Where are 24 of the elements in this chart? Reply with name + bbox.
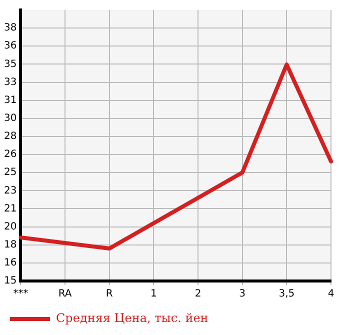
- x-tick-label: 1: [150, 288, 157, 300]
- y-tick-label: 35: [4, 58, 17, 70]
- x-tick-label: R: [106, 288, 113, 300]
- y-tick-label: 26: [4, 149, 17, 160]
- x-tick-label: 2: [194, 288, 202, 300]
- x-tick-label: RA: [58, 288, 72, 300]
- x-tick-label: 3: [239, 288, 246, 300]
- x-tick-label: 3,5: [278, 288, 295, 300]
- y-tick-label: 16: [4, 258, 17, 269]
- x-tick-label: 4: [328, 288, 334, 300]
- y-tick-label: 36: [4, 40, 17, 52]
- y-tick-label: 15: [4, 276, 17, 287]
- x-tick-label: ***: [13, 288, 28, 300]
- y-tick-label: 33: [4, 76, 17, 88]
- y-tick-label: 25: [4, 167, 17, 178]
- y-tick-label: 23: [4, 185, 17, 196]
- y-tick-label: 28: [4, 131, 17, 142]
- y-tick-label: 31: [4, 94, 17, 106]
- y-tick-label: 38: [4, 22, 17, 34]
- y-tick-label: 20: [4, 221, 17, 232]
- y-tick-label: 21: [4, 203, 17, 214]
- legend-label: Средняя Цена, тыс. йен: [56, 311, 208, 326]
- y-tick-label: 18: [4, 239, 17, 250]
- y-tick-label: 30: [4, 112, 17, 124]
